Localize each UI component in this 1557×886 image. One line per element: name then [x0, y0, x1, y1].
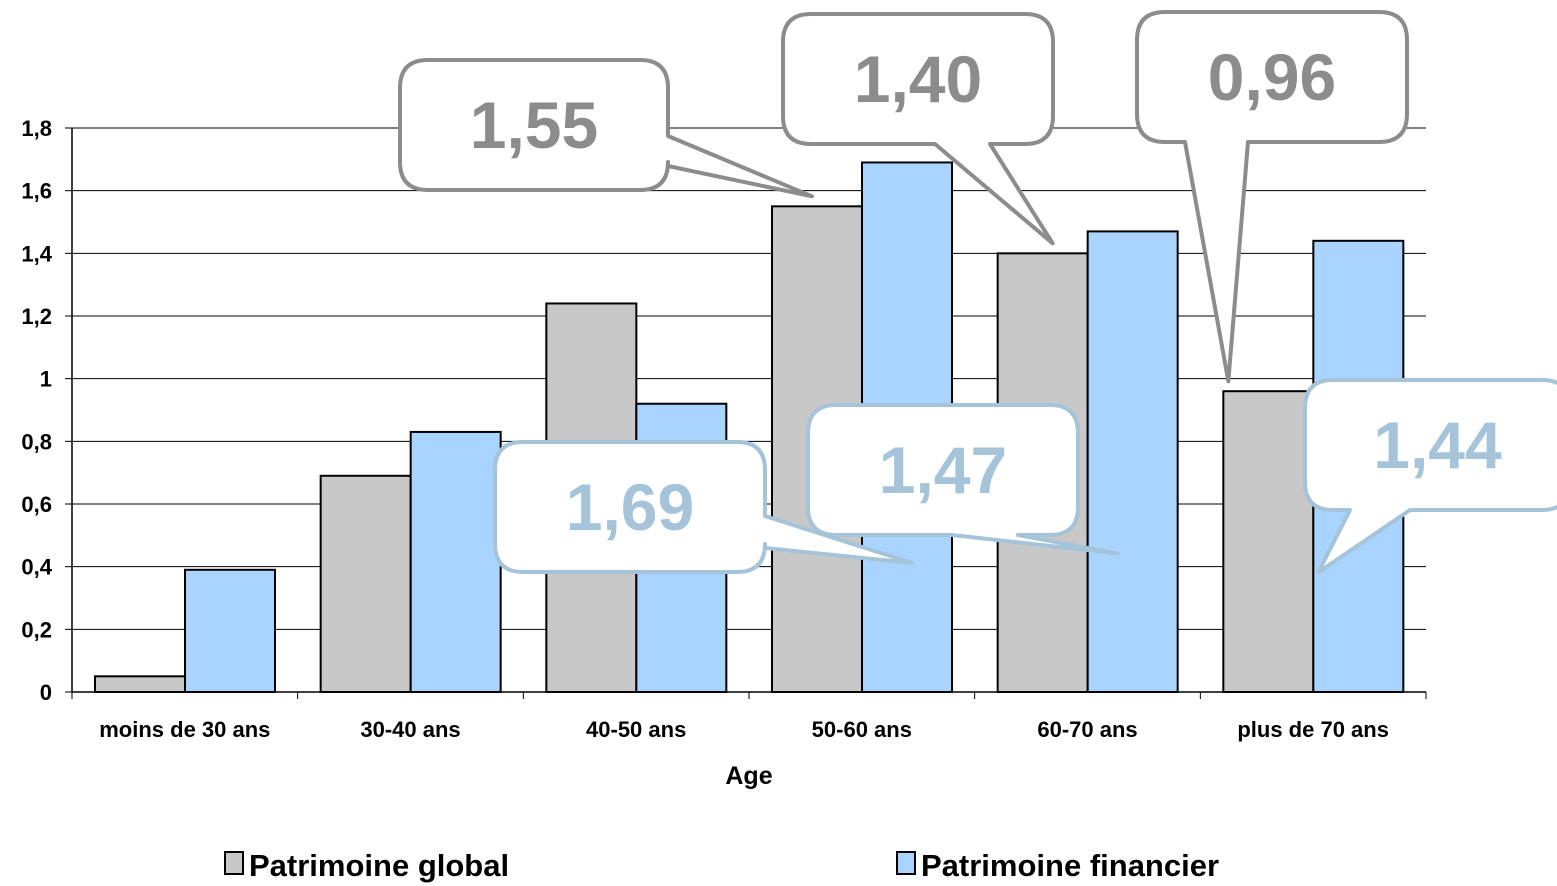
- value-callout: 1,40: [781, 12, 1055, 246]
- bar: [94, 675, 186, 693]
- gridlines: [72, 127, 1426, 630]
- x-tick-label: 60-70 ans: [1037, 717, 1137, 742]
- x-tick-label: 50-60 ans: [812, 717, 912, 742]
- callouts: 1,55 1,40 0,96 1,69 1,47 1,44: [398, 10, 1557, 575]
- value-callout: 1,44: [1303, 378, 1557, 575]
- callout-bubble: [398, 58, 814, 199]
- value-callout: 1,55: [398, 58, 814, 199]
- legend-swatch: [896, 851, 916, 875]
- legend-label: Patrimoine global: [249, 848, 509, 883]
- bar: [409, 430, 502, 693]
- value-callout: 1,69: [493, 440, 914, 574]
- callout-bubble: [493, 440, 914, 574]
- y-tick-label: 1,6: [21, 179, 52, 204]
- callout-bubble: [1135, 10, 1409, 384]
- value-callout: 0,96: [1135, 10, 1409, 384]
- y-tick-label: 1,2: [21, 304, 52, 329]
- callout-value: 1,40: [854, 42, 982, 116]
- legend-label: Patrimoine financier: [921, 848, 1219, 883]
- axes: 0 0,2 0,4 0,6 0,8 1 1,2 1,4 1,6 1,8 moins de 30 an…: [21, 116, 1427, 790]
- y-tick-label: 1,8: [21, 116, 52, 141]
- callout-value: 1,69: [566, 470, 694, 544]
- bar: [1086, 230, 1179, 693]
- x-tick-label: moins de 30 ans: [99, 717, 270, 742]
- callout-value: 1,47: [879, 433, 1007, 507]
- callout-value: 1,44: [1373, 408, 1502, 482]
- y-tick-label: 0,2: [21, 617, 52, 642]
- callout-value: 1,55: [470, 88, 598, 162]
- bar: [1222, 390, 1315, 693]
- y-tick-label: 1: [40, 367, 52, 392]
- legend: Patrimoine global Patrimoine financier: [224, 848, 1219, 883]
- callout-bubble: [1303, 378, 1557, 575]
- callout-bubble: [806, 403, 1120, 556]
- legend-swatch: [224, 851, 244, 875]
- x-tick-label: plus de 70 ans: [1237, 717, 1389, 742]
- bar: [319, 474, 412, 693]
- y-tick-label: 0,6: [21, 492, 52, 517]
- y-tick-label: 0,8: [21, 429, 52, 454]
- value-callout: 1,47: [806, 403, 1120, 556]
- y-tick-label: 0: [40, 680, 52, 705]
- x-tick-label: 40-50 ans: [586, 717, 686, 742]
- bar: [184, 568, 276, 693]
- y-tick-label: 1,4: [21, 241, 52, 266]
- y-tick-label: 0,4: [21, 555, 52, 580]
- callout-bubble: [781, 12, 1055, 246]
- callout-value: 0,96: [1208, 40, 1336, 114]
- x-axis-title: Age: [725, 762, 772, 790]
- x-tick-label: 30-40 ans: [360, 717, 460, 742]
